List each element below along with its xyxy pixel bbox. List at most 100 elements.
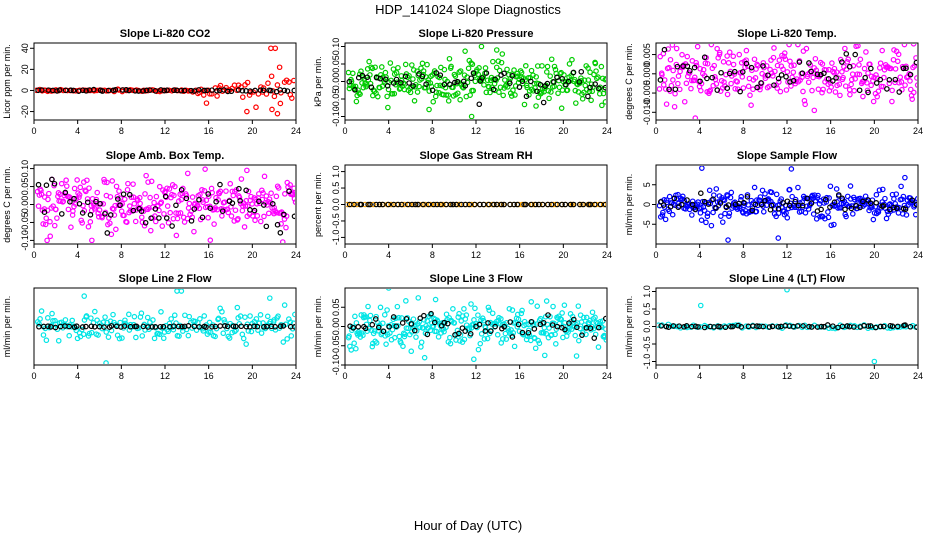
- data-point-black: [665, 324, 672, 330]
- data-point-colored: [494, 331, 501, 338]
- data-point-black: [236, 185, 242, 192]
- data-point-colored: [675, 80, 681, 87]
- data-point-colored: [686, 70, 693, 76]
- data-point-colored: [512, 92, 518, 98]
- data-point-black: [519, 78, 526, 84]
- data-point-black: [454, 78, 461, 85]
- data-point-colored: [116, 188, 122, 194]
- data-point-colored: [472, 305, 478, 312]
- y-tick-label: 0.5: [331, 182, 341, 195]
- data-point-colored: [469, 61, 476, 68]
- data-point-colored: [172, 183, 178, 190]
- data-point-colored: [264, 313, 271, 320]
- data-point-colored: [226, 335, 233, 341]
- data-point-colored: [455, 90, 461, 97]
- data-point-black: [66, 323, 72, 330]
- data-point-black: [203, 324, 209, 330]
- data-point-colored: [773, 191, 780, 198]
- data-point-black: [570, 316, 577, 323]
- outlier-point-colored: [784, 289, 790, 293]
- y-axis-label: degrees C per min.: [2, 166, 12, 243]
- data-point-colored: [738, 193, 745, 200]
- data-point-black: [351, 201, 357, 208]
- x-tick-label: 24: [291, 250, 301, 260]
- data-point-black: [562, 201, 569, 208]
- data-point-colored: [201, 187, 208, 194]
- data-point-colored: [903, 212, 910, 218]
- data-point-black: [256, 198, 262, 205]
- y-tick-label: 0.0: [331, 198, 341, 211]
- data-point-colored: [44, 315, 51, 321]
- panel-title: Slope Li-820 Pressure: [419, 28, 534, 40]
- data-point-colored: [484, 77, 491, 84]
- data-point-colored: [732, 85, 738, 92]
- y-tick-label: -20: [20, 105, 30, 118]
- data-point-colored: [372, 64, 378, 71]
- data-point-black: [175, 323, 182, 330]
- y-tick-label: 0.10: [20, 160, 30, 178]
- data-point-colored: [291, 77, 295, 84]
- data-points: [657, 289, 917, 364]
- panel-title: Slope Line 4 (LT) Flow: [729, 273, 845, 285]
- data-point-colored: [586, 320, 593, 326]
- data-point-colored: [46, 190, 52, 197]
- data-point-black: [433, 70, 440, 76]
- data-point-black: [714, 87, 721, 93]
- data-point-colored: [109, 178, 116, 184]
- data-point-colored: [587, 69, 593, 76]
- data-point-colored: [487, 89, 493, 96]
- data-point-colored: [815, 86, 822, 93]
- data-point-colored: [291, 185, 295, 192]
- data-point-colored: [456, 201, 463, 208]
- outlier-point-colored: [910, 44, 917, 47]
- data-point-colored: [166, 320, 173, 327]
- x-tick-label: 8: [119, 250, 124, 260]
- data-point-colored: [768, 189, 775, 196]
- data-point-colored: [724, 91, 731, 98]
- data-point-colored: [898, 183, 904, 190]
- data-point-colored: [124, 186, 131, 193]
- data-points: [35, 289, 295, 364]
- data-point-black: [83, 88, 89, 94]
- data-point-colored: [62, 317, 69, 323]
- data-point-colored: [684, 53, 691, 60]
- data-point-colored: [577, 325, 583, 332]
- data-point-colored: [546, 95, 552, 102]
- data-point-black: [291, 213, 295, 220]
- data-point-black: [595, 324, 602, 331]
- data-point-colored: [601, 332, 606, 339]
- data-point-colored: [411, 98, 418, 104]
- data-point-black: [126, 87, 132, 94]
- data-point-colored: [875, 209, 882, 215]
- data-point-colored: [829, 60, 835, 66]
- data-point-colored: [445, 92, 451, 98]
- data-point-colored: [580, 314, 587, 321]
- data-point-colored: [395, 64, 401, 71]
- data-point-colored: [76, 87, 83, 94]
- data-point-black: [251, 323, 257, 330]
- data-point-colored: [271, 210, 277, 217]
- data-point-black: [689, 201, 696, 208]
- data-point-colored: [107, 220, 113, 227]
- data-point-colored: [273, 209, 280, 216]
- data-point-colored: [80, 331, 87, 338]
- data-point-black: [179, 323, 185, 330]
- data-point-black: [188, 218, 195, 224]
- data-point-colored: [60, 198, 67, 205]
- data-point-colored: [111, 212, 118, 218]
- data-point-black: [758, 80, 764, 86]
- data-point-colored: [232, 207, 239, 214]
- data-point-black: [549, 322, 556, 328]
- data-point-black: [515, 321, 522, 328]
- data-point-colored: [760, 208, 767, 215]
- data-point-black: [101, 324, 107, 330]
- data-point-colored: [747, 92, 753, 99]
- data-point-colored: [493, 64, 500, 71]
- data-point-colored: [287, 182, 293, 188]
- data-point-black: [822, 196, 829, 203]
- data-point-colored: [88, 315, 94, 321]
- x-tick-label: 16: [515, 126, 525, 136]
- data-point-black: [843, 51, 850, 57]
- data-point-colored: [907, 78, 913, 84]
- data-point-black: [239, 87, 246, 94]
